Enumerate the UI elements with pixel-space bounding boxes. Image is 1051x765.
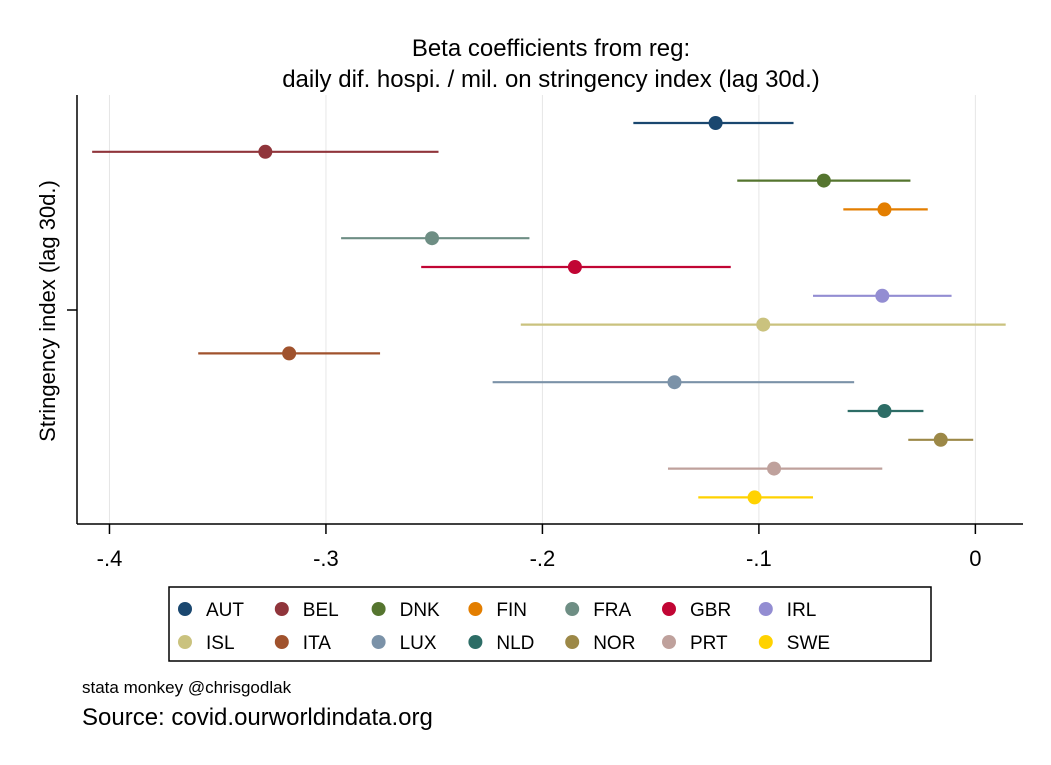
legend-item-fin: FIN (468, 600, 527, 621)
legend-marker (371, 635, 386, 649)
estimate-point-dnk (816, 173, 831, 188)
legend-marker (565, 602, 580, 616)
legend-marker (371, 602, 386, 616)
axes (67, 95, 1023, 525)
legend-item-lux: LUX (371, 633, 437, 654)
legend-marker (758, 635, 773, 649)
credit-note: stata monkey @chrisgodlak (82, 678, 292, 697)
x-axis-ticks: -.4 -.3 -.2 -.1 0 (97, 524, 982, 571)
legend-marker (178, 635, 192, 649)
legend-item-irl: IRL (758, 600, 817, 621)
legend-label: ISL (206, 633, 235, 654)
legend-label: LUX (400, 633, 437, 654)
estimate-point-irl (875, 288, 890, 303)
estimate-point-swe (747, 490, 762, 505)
legend-item-aut: AUT (178, 600, 244, 621)
estimate-point-prt (767, 461, 782, 476)
x-tick-label: -.3 (313, 546, 339, 571)
coefficient-marks (92, 116, 1006, 505)
estimate-point-lux (667, 375, 682, 390)
legend-marker (662, 602, 676, 616)
estimate-point-fra (425, 231, 440, 246)
legend-label: IRL (787, 600, 817, 621)
chart-title: Beta coefficients from reg: daily dif. h… (282, 35, 820, 93)
legend-item-nor: NOR (565, 633, 635, 654)
estimate-point-fin (877, 202, 892, 217)
chart-title-line-2: daily dif. hospi. / mil. on stringency i… (282, 66, 820, 93)
x-tick-label: 0 (969, 546, 981, 571)
legend-marker (274, 635, 289, 649)
legend-item-fra: FRA (565, 600, 632, 621)
legend-item-swe: SWE (758, 633, 830, 654)
x-tick-label: -.1 (746, 546, 772, 571)
legend-item-ita: ITA (274, 633, 331, 654)
legend-box (168, 586, 932, 662)
chart-title-line-1: Beta coefficients from reg: (412, 35, 690, 62)
legend-label: NLD (496, 633, 534, 654)
legend-item-isl: ISL (178, 633, 235, 654)
legend-marker (178, 602, 192, 616)
legend: AUT BEL DNK FIN FRA GBR IRL ISL ITA LUX NLD NOR PRT S… (178, 600, 830, 654)
legend-item-prt: PRT (662, 633, 728, 654)
estimate-point-nor (933, 432, 948, 447)
legend-label: BEL (303, 600, 339, 621)
legend-label: ITA (303, 633, 331, 654)
estimate-point-gbr (567, 260, 582, 274)
legend-label: FIN (496, 600, 527, 621)
legend-marker (468, 602, 483, 616)
estimate-point-isl (756, 317, 771, 332)
legend-label: FRA (593, 600, 631, 621)
legend-item-gbr: GBR (662, 600, 731, 621)
legend-marker (565, 635, 580, 649)
gridlines (108, 95, 976, 524)
estimate-point-nld (877, 404, 892, 418)
legend-label: SWE (787, 633, 830, 654)
legend-marker (468, 635, 483, 649)
y-axis-label: Stringency index (lag 30d.) (35, 180, 60, 442)
source-note: Source: covid.ourworldindata.org (82, 704, 433, 731)
legend-item-bel: BEL (274, 600, 339, 621)
x-tick-label: -.4 (97, 546, 123, 571)
x-tick-label: -.2 (530, 546, 556, 571)
legend-label: AUT (206, 600, 244, 621)
estimate-point-aut (708, 116, 723, 130)
legend-item-nld: NLD (468, 633, 534, 654)
legend-marker (662, 635, 676, 649)
legend-marker (758, 602, 773, 616)
legend-label: GBR (690, 600, 731, 621)
legend-item-dnk: DNK (371, 600, 440, 621)
estimate-point-ita (282, 346, 297, 361)
estimate-point-bel (258, 144, 273, 159)
legend-label: NOR (593, 633, 635, 654)
legend-label: PRT (690, 633, 728, 654)
legend-label: DNK (400, 600, 440, 621)
legend-marker (274, 602, 289, 616)
